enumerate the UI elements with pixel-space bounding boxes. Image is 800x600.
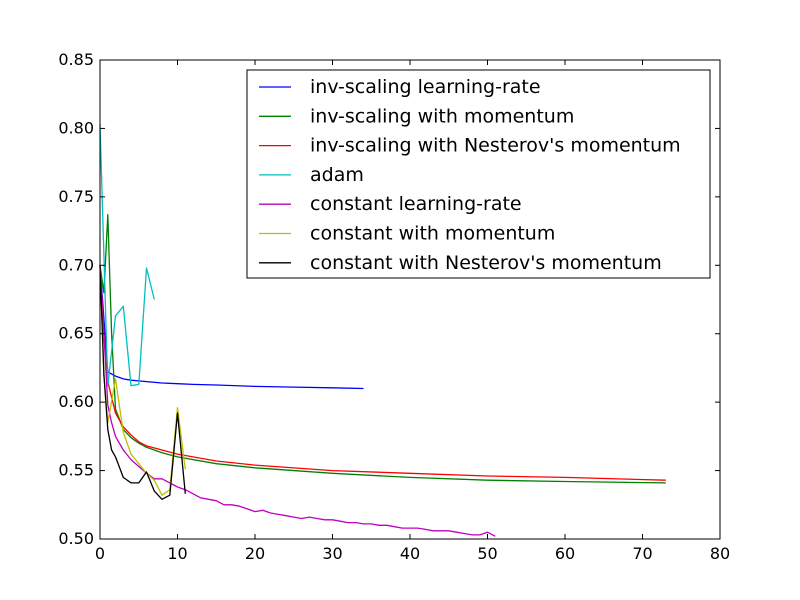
legend-box: [246, 69, 711, 279]
series-layer: [99, 124, 666, 537]
series-line-6: [99, 265, 186, 500]
legend-label-2: inv-scaling with Nesterov's momentum: [310, 135, 681, 157]
x-tick-label: 60: [555, 544, 575, 563]
legend-label-3: adam: [310, 164, 364, 186]
y-tick-label: 0.55: [58, 461, 94, 480]
series-line-2: [99, 265, 666, 481]
legend: inv-scaling learning-rate inv-scaling wit…: [246, 69, 711, 279]
y-tick-label: 0.70: [58, 255, 94, 274]
series-line-0: [99, 265, 364, 390]
x-tick-label: 10: [167, 544, 187, 563]
x-tick-label: 80: [710, 544, 730, 563]
y-tick-label: 0.80: [58, 118, 94, 137]
y-tick-label: 0.85: [58, 50, 94, 69]
y-tick-label: 0.65: [58, 324, 94, 343]
x-tick-label: 30: [322, 544, 342, 563]
legend-items: inv-scaling learning-rate inv-scaling wit…: [259, 76, 681, 274]
series-line-4: [99, 265, 496, 537]
legend-label-4: constant learning-rate: [310, 193, 522, 215]
y-tick-label: 0.60: [58, 392, 94, 411]
legend-label-6: constant with Nesterov's momentum: [310, 252, 662, 274]
x-tick-label: 20: [245, 544, 265, 563]
legend-label-1: inv-scaling with momentum: [310, 105, 574, 127]
series-line-1: [99, 213, 666, 484]
legend-label-0: inv-scaling learning-rate: [310, 76, 541, 98]
y-tick-label: 0.50: [58, 529, 94, 548]
tick-layer: 0 10 20 30 40 50 60 70 80 0.50 0.55 0.60 0.65 0.70 0.7…: [58, 50, 730, 563]
x-tick-label: 0: [95, 544, 105, 563]
x-tick-label: 50: [477, 544, 497, 563]
series-line-3: [99, 124, 155, 387]
x-tick-label: 70: [632, 544, 652, 563]
y-tick-label: 0.75: [58, 187, 94, 206]
legend-label-5: constant with momentum: [310, 223, 555, 245]
x-tick-label: 40: [400, 544, 420, 563]
